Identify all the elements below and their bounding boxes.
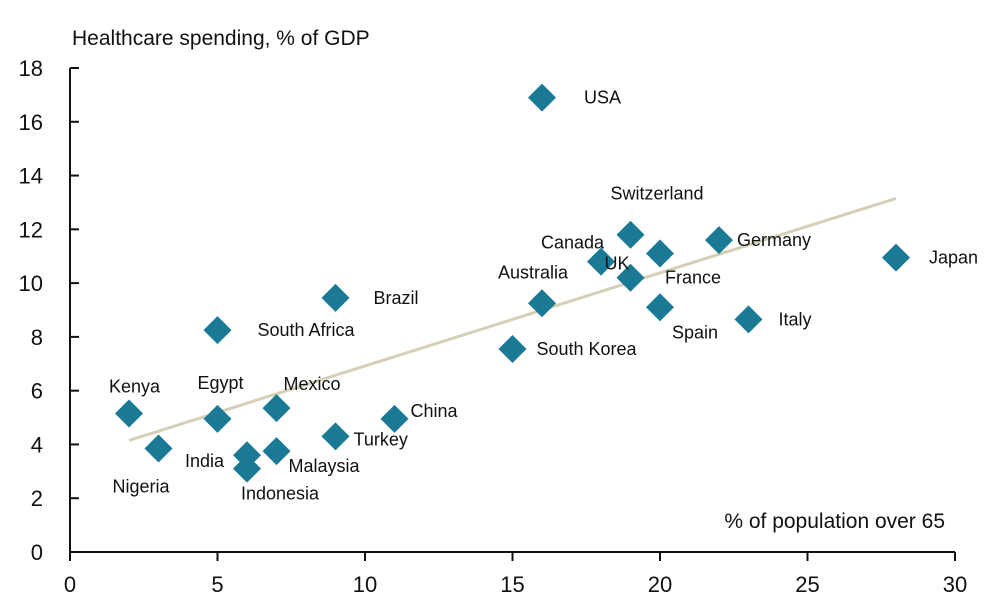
point-label-south-korea: South Korea [537,339,638,359]
y-tick-label: 12 [19,217,43,242]
y-tick-label: 16 [19,110,43,135]
y-tick-label: 10 [19,271,43,296]
point-label-mexico: Mexico [284,374,341,394]
point-marker-japan [882,243,910,272]
x-tick-label: 10 [353,572,377,597]
point-marker-canada [587,247,615,276]
x-axis-title: % of population over 65 [724,510,945,533]
y-tick-label: 8 [31,325,43,350]
x-tick-label: 25 [795,572,819,597]
y-tick-label: 14 [19,164,43,189]
point-label-japan: Japan [929,248,978,268]
point-label-switzerland: Switzerland [611,184,704,204]
point-marker-mexico [262,394,291,423]
y-tick-label: 18 [19,56,43,81]
point-marker-spain [646,293,674,322]
trend-line [128,196,897,442]
x-tick-label: 5 [211,572,223,597]
point-marker-germany [705,226,733,255]
point-label-india: India [185,451,225,471]
point-marker-usa [528,83,556,112]
point-marker-malaysia [262,437,291,466]
point-label-germany: Germany [737,230,811,250]
point-marker-kenya [115,399,143,428]
y-tick-label: 6 [31,379,43,404]
x-tick-label: 30 [943,572,967,597]
x-tick-label: 0 [64,572,76,597]
point-marker-south-africa [203,316,232,345]
point-label-kenya: Kenya [109,377,161,397]
point-label-malaysia: Malaysia [289,456,361,476]
point-label-australia: Australia [498,262,569,282]
point-marker-brazil [321,283,350,312]
point-label-italy: Italy [779,309,812,329]
point-label-uk: UK [605,254,630,274]
y-tick-label: 2 [31,486,43,511]
x-tick-label: 20 [648,572,672,597]
point-marker-indonesia [233,454,261,483]
y-tick-label: 0 [31,540,43,565]
point-label-spain: Spain [672,322,718,342]
point-label-turkey: Turkey [354,429,408,449]
y-axis-title: Healthcare spending, % of GDP [72,27,370,50]
point-label-france: France [665,268,721,288]
point-marker-switzerland [616,220,645,249]
point-label-canada: Canada [541,233,605,253]
point-label-indonesia: Indonesia [241,484,320,504]
point-marker-egypt [203,404,232,433]
point-label-egypt: Egypt [198,373,244,393]
point-marker-uk [616,263,645,292]
point-marker-nigeria [144,434,173,463]
point-label-nigeria: Nigeria [113,476,171,496]
point-marker-turkey [321,422,350,451]
point-label-usa: USA [584,88,621,108]
point-label-brazil: Brazil [374,288,419,308]
y-tick-label: 4 [31,432,43,457]
point-label-china: China [411,401,459,421]
point-marker-south-korea [498,334,527,363]
point-marker-italy [734,305,763,334]
point-marker-australia [528,289,556,318]
point-marker-china [380,404,409,433]
point-marker-france [646,239,674,268]
point-label-south-africa: South Africa [258,320,356,340]
x-tick-label: 15 [500,572,524,597]
